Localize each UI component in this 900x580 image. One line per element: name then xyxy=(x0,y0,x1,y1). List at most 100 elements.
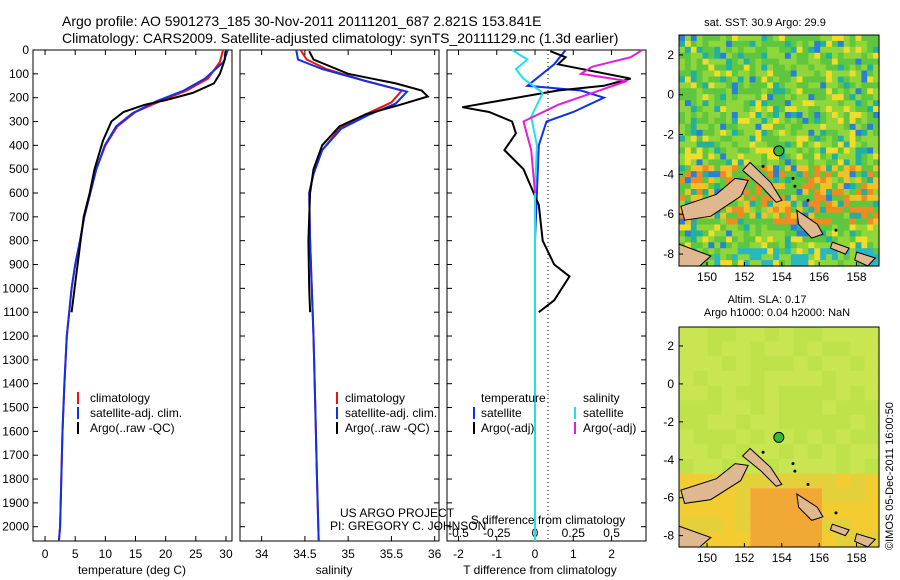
sst-field-cell xyxy=(826,248,833,255)
sla-field-cell xyxy=(850,444,866,460)
sst-field-cell xyxy=(873,153,880,160)
sst-field-cell xyxy=(708,106,715,113)
sst-field-cell xyxy=(714,236,721,243)
sla-field-cell xyxy=(793,444,809,460)
sst-field-cell xyxy=(714,212,721,220)
sst-field-cell xyxy=(867,147,874,154)
sst-field-cell xyxy=(708,94,715,101)
sst-field-cell xyxy=(690,76,698,83)
sst-field-cell xyxy=(802,40,809,48)
y-tick-label: 400 xyxy=(9,138,29,152)
sst-field-cell xyxy=(720,165,727,172)
series-line-argo xyxy=(307,50,430,313)
sst-field-cell xyxy=(684,70,692,77)
sla-field-cell xyxy=(736,429,751,445)
sst-field-cell xyxy=(849,218,857,226)
sst-field-cell xyxy=(743,189,751,196)
sla-field-cell xyxy=(850,517,866,533)
sst-field-cell xyxy=(808,106,815,113)
sst-field-cell xyxy=(720,117,727,125)
sst-field-cell xyxy=(802,177,809,184)
sst-field-cell xyxy=(679,194,686,202)
sst-field-cell xyxy=(714,224,721,231)
sst-field-cell xyxy=(684,147,692,154)
sst-field-cell xyxy=(679,117,686,125)
sst-field-cell xyxy=(808,254,815,261)
x-tick-label: 15 xyxy=(129,547,143,561)
sst-field-cell xyxy=(802,189,809,196)
sla-field-cell xyxy=(721,400,737,416)
sst-field-cell xyxy=(837,70,845,77)
sst-field-cell xyxy=(849,46,857,54)
t-difference-axis-label: T difference from climatology xyxy=(463,563,617,577)
sst-field-cell xyxy=(802,129,809,137)
sst-field-cell xyxy=(814,206,821,214)
sst-field-cell xyxy=(726,230,733,237)
sst-field-cell xyxy=(873,94,880,101)
s-difference-axis-label: S difference from climatology xyxy=(471,513,626,527)
sst-field-cell xyxy=(796,35,804,42)
sla-field-cell xyxy=(693,385,709,401)
sst-field-cell xyxy=(743,242,751,249)
sst-field-cell xyxy=(749,177,757,184)
sst-field-cell xyxy=(737,58,745,66)
sla-field-cell xyxy=(707,356,723,372)
sst-field-cell xyxy=(679,153,686,160)
sst-field-cell xyxy=(796,88,804,95)
sst-field-cell xyxy=(726,171,733,178)
sst-field-cell xyxy=(831,260,839,267)
sst-field-cell xyxy=(855,200,862,208)
sst-field-cell xyxy=(702,183,709,190)
sst-field-cell xyxy=(849,123,857,131)
sla-field-cell xyxy=(779,532,794,548)
sst-field-cell xyxy=(773,82,780,89)
sst-field-cell xyxy=(820,52,827,60)
sst-field-cell xyxy=(684,171,692,178)
sst-field-cell xyxy=(820,200,827,208)
sla-field-cell xyxy=(736,517,751,533)
sst-field-cell xyxy=(773,141,780,149)
sst-field-cell xyxy=(849,94,857,101)
sst-field-cell xyxy=(714,242,721,249)
sst-field-cell xyxy=(808,112,815,119)
sst-field-cell xyxy=(831,129,839,137)
map-x-tick-label: 156 xyxy=(809,270,829,284)
sst-field-cell xyxy=(802,248,809,255)
sst-field-cell xyxy=(679,88,686,95)
sla-field-cell xyxy=(707,444,723,460)
sst-field-cell xyxy=(867,82,874,89)
legend-label-t-argo: Argo(-adj) xyxy=(481,421,534,435)
sst-field-cell xyxy=(726,248,733,255)
x-tick-label: 35.5 xyxy=(380,547,404,561)
sla-field-cell xyxy=(850,415,866,431)
sst-field-cell xyxy=(790,70,798,77)
sst-field-cell xyxy=(831,46,839,54)
sst-field-cell xyxy=(684,123,692,131)
sst-field-cell xyxy=(790,141,798,149)
sst-field-cell xyxy=(790,218,798,226)
sst-field-cell xyxy=(767,236,774,243)
sst-field-cell xyxy=(826,76,833,83)
sst-field-cell xyxy=(867,123,874,131)
y-tick-label: 700 xyxy=(9,210,29,224)
sst-field-cell xyxy=(855,88,862,95)
sst-field-cell xyxy=(696,64,704,72)
sla-field-cell xyxy=(779,356,794,372)
sst-field-cell xyxy=(779,248,786,255)
sst-field-cell xyxy=(749,112,757,119)
sst-field-cell xyxy=(855,129,862,137)
sla-field-cell xyxy=(821,473,837,489)
sla-field-cell xyxy=(793,473,809,489)
sla-field-cell xyxy=(693,415,709,431)
sst-field-cell xyxy=(767,165,774,172)
sst-field-cell xyxy=(773,218,780,226)
sst-field-cell xyxy=(755,248,762,255)
sst-field-cell xyxy=(820,230,827,237)
sla-field-cell xyxy=(707,371,723,387)
sst-field-cell xyxy=(855,212,862,220)
sst-field-cell xyxy=(837,171,845,178)
sst-field-cell xyxy=(767,129,774,137)
sst-field-cell xyxy=(779,159,786,166)
sst-field-cell xyxy=(690,230,698,237)
